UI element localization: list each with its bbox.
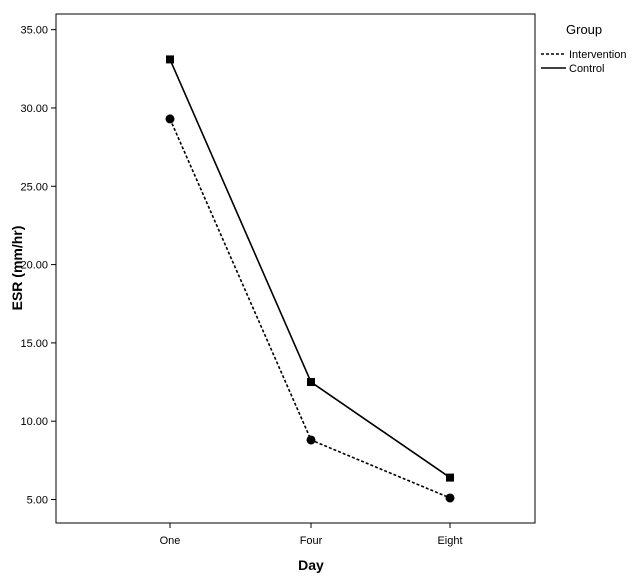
y-axis: 5.00 10.00 15.00 20.00 25.00 30.00 35.00 — [20, 25, 56, 507]
y-tick-label: 20.00 — [20, 260, 48, 272]
legend-label-control: Control — [569, 63, 604, 75]
y-tick-label: 30.00 — [20, 103, 48, 115]
x-axis-title: Day — [298, 557, 324, 573]
y-tick-label: 25.00 — [20, 181, 48, 193]
data-point-intervention — [445, 493, 455, 503]
y-tick-label: 15.00 — [20, 338, 48, 350]
legend-label-intervention: Intervention — [569, 49, 626, 61]
legend: Group Intervention Control — [541, 22, 626, 75]
x-tick-label: Eight — [437, 535, 462, 547]
y-tick-label: 10.00 — [20, 416, 48, 428]
y-tick-label: 5.00 — [27, 495, 48, 507]
y-axis-title: ESR (mm/hr) — [9, 226, 25, 311]
x-tick-label: One — [160, 535, 181, 547]
data-point-intervention — [165, 114, 175, 124]
x-axis: One Four Eight — [160, 523, 463, 547]
series-layer — [165, 55, 455, 503]
x-tick-label: Four — [300, 535, 323, 547]
legend-title: Group — [566, 22, 602, 37]
data-point-control — [166, 55, 174, 64]
data-point-intervention — [306, 435, 316, 445]
y-tick-label: 35.00 — [20, 25, 48, 37]
plot-area — [55, 13, 536, 524]
data-point-control — [307, 378, 315, 387]
data-point-control — [446, 473, 454, 482]
